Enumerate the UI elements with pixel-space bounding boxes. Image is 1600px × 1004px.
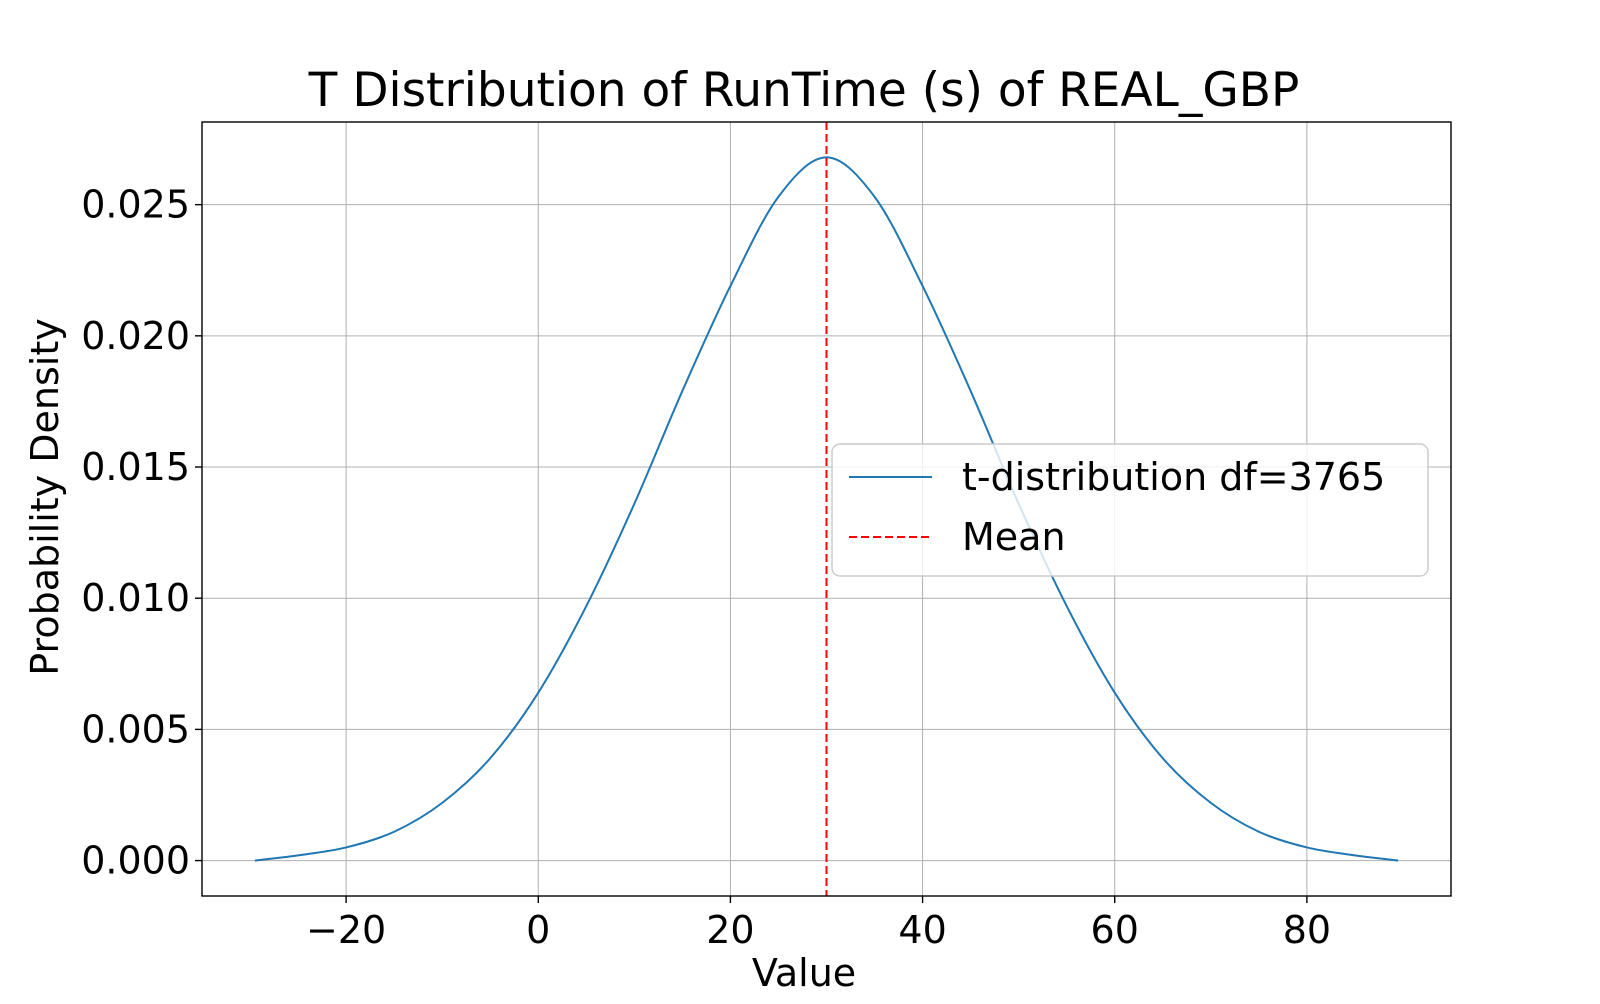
plot-area [254, 122, 1399, 896]
y-tick-label: 0.000 [81, 839, 190, 883]
x-tick-label: 80 [1283, 908, 1331, 952]
y-axis: 0.000 0.005 0.010 0.015 0.020 0.025 [81, 183, 202, 883]
y-axis-label: Probability Density [23, 318, 67, 675]
x-tick-label: −20 [306, 908, 386, 952]
x-axis-label: Value [752, 951, 856, 995]
x-tick-label: 20 [706, 908, 754, 952]
x-tick-label: 0 [526, 908, 550, 952]
y-tick-label: 0.005 [81, 707, 190, 751]
y-tick-label: 0.025 [81, 183, 190, 227]
legend-box [831, 443, 1429, 577]
chart-title: T Distribution of RunTime (s) of REAL_GB… [308, 63, 1300, 118]
legend-series-label: t-distribution df=3765 [962, 455, 1385, 499]
y-tick-label: 0.020 [81, 314, 190, 358]
x-tick-label: 60 [1091, 908, 1139, 952]
legend: t-distribution df=3765 Mean [831, 443, 1429, 577]
axes-frame [201, 121, 1452, 897]
x-tick-label: 40 [898, 908, 946, 952]
series-line [254, 156, 1399, 862]
x-axis: −20 0 20 40 60 80 [306, 896, 1331, 952]
y-tick-label: 0.010 [81, 576, 190, 620]
y-tick-label: 0.015 [81, 445, 190, 489]
legend-mean-label: Mean [962, 515, 1066, 559]
